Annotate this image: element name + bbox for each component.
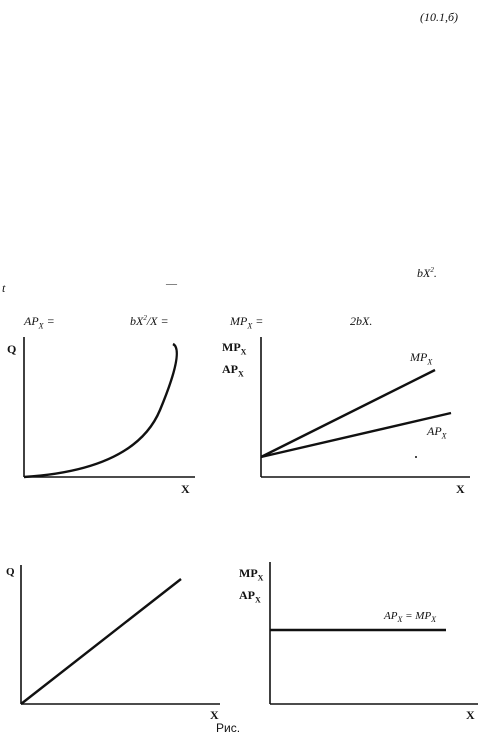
bottom-left-x-label: X: [210, 708, 219, 722]
top-right-y-label-mp: MPX: [222, 340, 247, 357]
top-right-mp-line-label: MPX: [410, 350, 433, 367]
top-right-ap-line-label: APX: [427, 424, 447, 441]
mp-formula-lhs: MPX =: [230, 314, 264, 331]
top-right-mp-line: [260, 368, 436, 459]
top-left-convex-curve: [23, 342, 179, 479]
figure-caption: Рис.: [216, 721, 241, 735]
text-fragment-bx2: bX2.: [417, 266, 437, 280]
bottom-right-x-label: X: [466, 708, 475, 722]
top-right-x-label: X: [456, 482, 465, 496]
bottom-right-line-label: APX = MPX: [384, 610, 437, 625]
top-left-x-label: X: [181, 482, 190, 496]
top-left-y-label: Q: [7, 342, 17, 356]
bottom-right-y-label-mp: MPX: [239, 566, 264, 583]
ap-formula-lhs: APX =: [24, 314, 55, 331]
bottom-right-y-label-ap: APX: [239, 588, 261, 605]
top-right-dot: [415, 456, 417, 458]
mp-formula-rhs: 2bX.: [350, 314, 373, 328]
equation-number: (10.1,б): [420, 10, 459, 24]
bottom-left-linear-line: [20, 578, 182, 705]
text-fragment-dash: —: [166, 278, 177, 290]
top-right-ap-line: [260, 411, 452, 459]
ap-formula-rhs: bX2/X =: [130, 314, 169, 328]
text-fragment-t: t: [2, 281, 6, 295]
bottom-left-y-label: Q: [6, 566, 15, 578]
top-right-y-label-ap: APX: [222, 362, 244, 379]
